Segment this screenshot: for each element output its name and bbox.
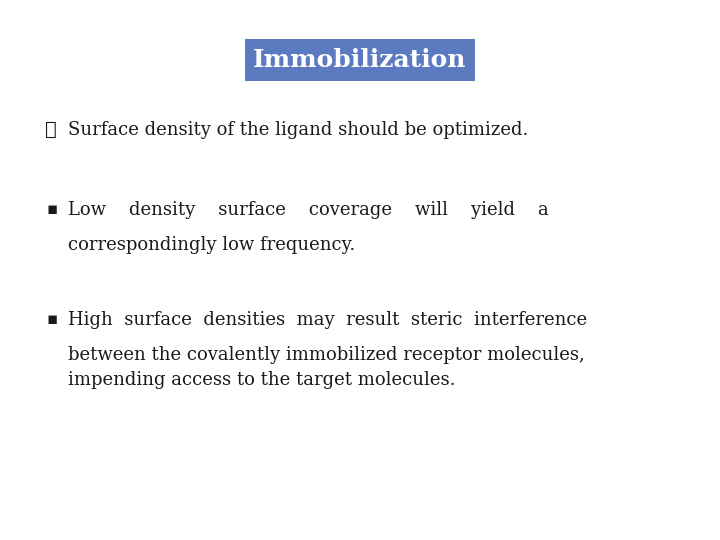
- Text: Immobilization: Immobilization: [253, 48, 467, 72]
- Text: Low    density    surface    coverage    will    yield    a: Low density surface coverage will yield …: [68, 201, 549, 219]
- FancyBboxPatch shape: [245, 39, 475, 81]
- Text: ▪: ▪: [47, 201, 58, 219]
- Text: between the covalently immobilized receptor molecules,: between the covalently immobilized recep…: [68, 346, 585, 364]
- Text: ❖: ❖: [45, 121, 57, 139]
- Text: correspondingly low frequency.: correspondingly low frequency.: [68, 236, 355, 254]
- Text: impending access to the target molecules.: impending access to the target molecules…: [68, 371, 456, 389]
- Text: ▪: ▪: [47, 312, 58, 328]
- Text: High  surface  densities  may  result  steric  interference: High surface densities may result steric…: [68, 311, 587, 329]
- Text: Surface density of the ligand should be optimized.: Surface density of the ligand should be …: [68, 121, 528, 139]
